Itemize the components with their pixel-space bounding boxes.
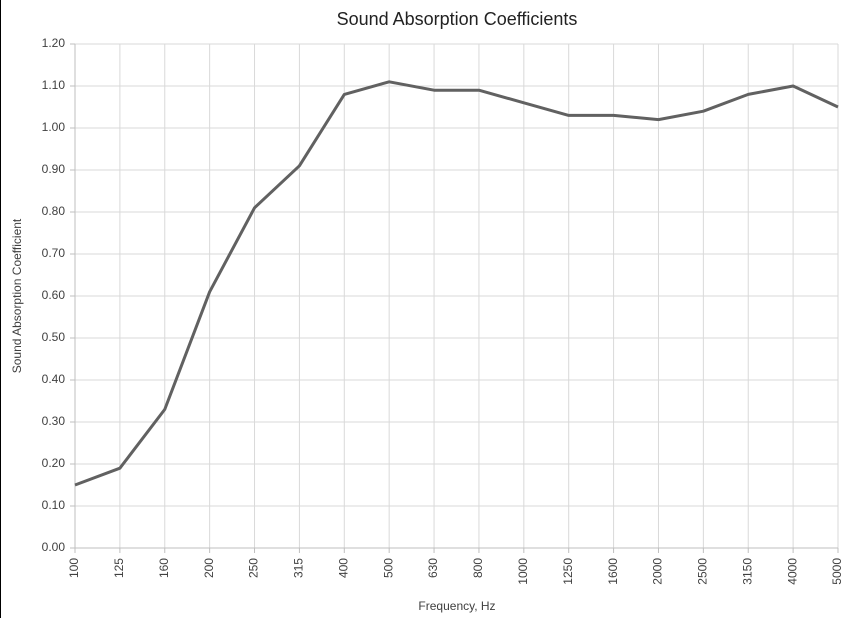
x-tick-label: 5000 (830, 558, 844, 585)
y-tick-label: 1.10 (42, 78, 66, 92)
x-tick-label: 315 (292, 558, 306, 578)
y-tick-label: 0.30 (42, 414, 66, 428)
y-tick-label: 0.20 (42, 456, 66, 470)
x-tick-label: 1250 (561, 558, 575, 585)
y-tick-label: 0.70 (42, 246, 66, 260)
x-tick-label: 630 (426, 558, 440, 578)
x-tick-label: 1000 (516, 558, 530, 585)
x-tick-label: 400 (336, 558, 350, 578)
y-tick-label: 0.60 (42, 288, 66, 302)
y-tick-label: 1.00 (42, 120, 66, 134)
y-tick-label: 0.10 (42, 498, 66, 512)
y-tick-label: 0.00 (42, 540, 66, 554)
x-tick-label: 2500 (696, 558, 710, 585)
x-tick-label: 160 (157, 558, 171, 578)
y-tick-label: 0.50 (42, 330, 66, 344)
x-tick-label: 800 (471, 558, 485, 578)
x-tick-label: 1600 (606, 558, 620, 585)
y-tick-label: 0.80 (42, 204, 66, 218)
y-tick-label: 0.90 (42, 162, 66, 176)
data-line (74, 80, 839, 487)
x-tick-label: 4000 (785, 558, 799, 585)
y-tick-label: 0.40 (42, 372, 66, 386)
x-tick-label: 2000 (651, 558, 665, 585)
x-tick-label: 500 (381, 558, 395, 578)
x-tick-label: 100 (67, 558, 81, 578)
x-tick-label: 250 (247, 558, 261, 578)
y-axis-label: Sound Absorption Coefficient (10, 218, 24, 373)
chart-title: Sound Absorption Coefficients (337, 9, 578, 29)
y-tick-label: 1.20 (42, 36, 66, 50)
x-tick-label: 3150 (740, 558, 754, 585)
x-axis-label: Frequency, Hz (418, 599, 495, 613)
x-tick-label: 200 (202, 558, 216, 578)
x-tick-label: 125 (112, 558, 126, 578)
